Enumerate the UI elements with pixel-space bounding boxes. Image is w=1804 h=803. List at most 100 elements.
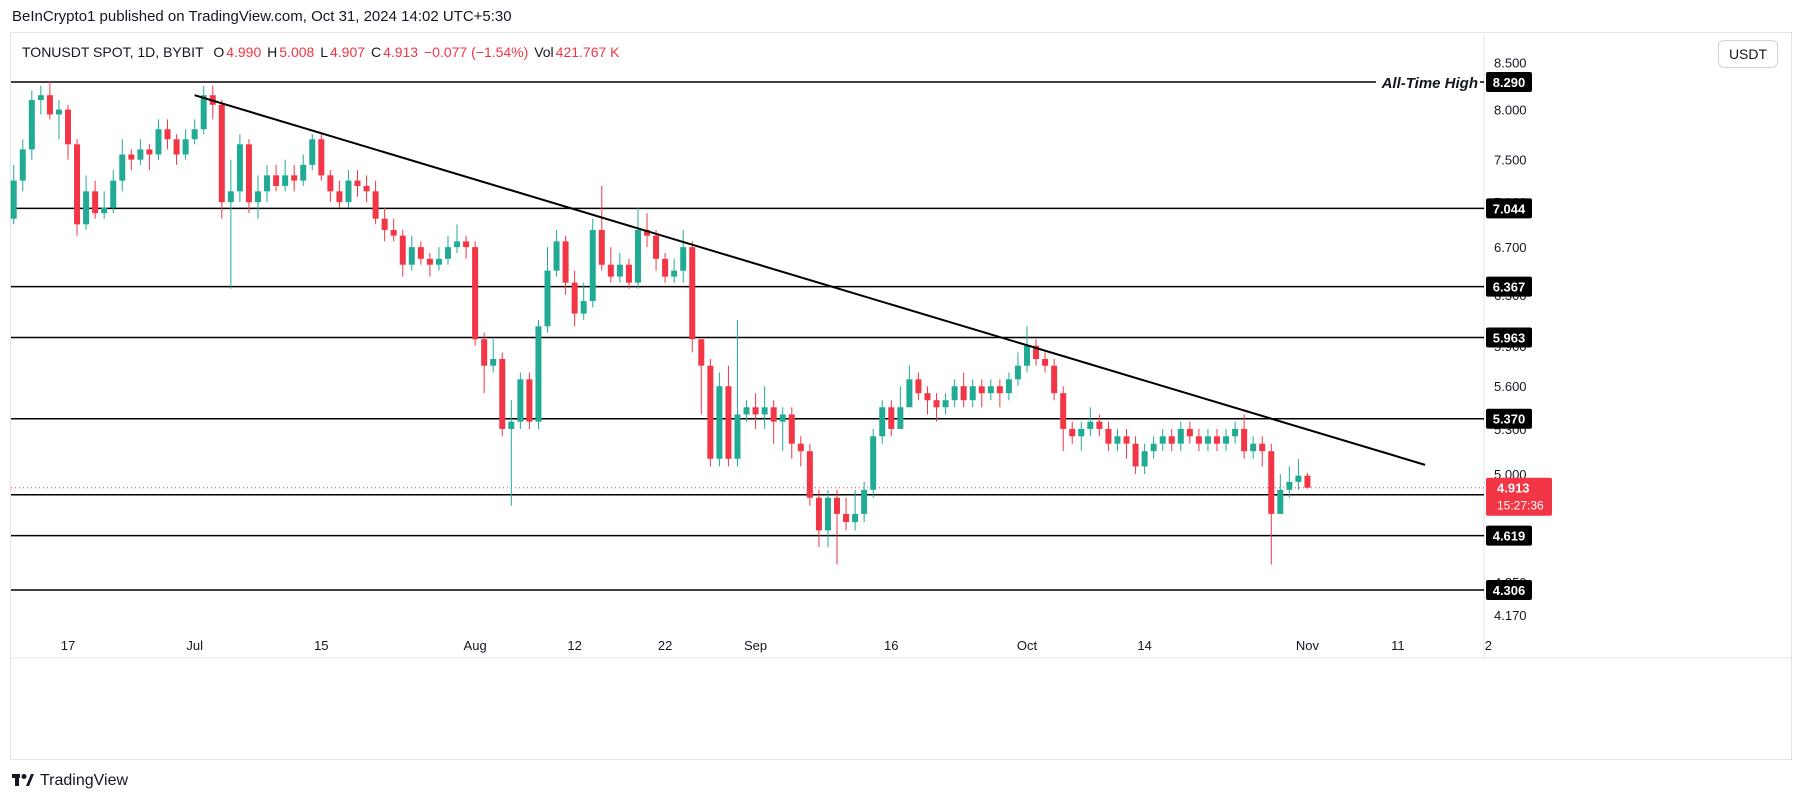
candle-body[interactable] [915, 379, 922, 394]
candle-body[interactable] [969, 386, 976, 401]
candle-body[interactable] [282, 175, 289, 186]
candle-body[interactable] [444, 247, 451, 259]
candle-body[interactable] [37, 95, 44, 100]
candle-body[interactable] [146, 149, 153, 155]
candle-body[interactable] [1295, 475, 1302, 482]
candle-body[interactable] [1195, 436, 1202, 444]
candle-body[interactable] [182, 139, 189, 155]
candle-body[interactable] [517, 379, 524, 422]
candle-body[interactable] [1286, 481, 1293, 490]
candle-body[interactable] [318, 139, 325, 176]
candle-body[interactable] [707, 365, 714, 459]
candle-body[interactable] [137, 149, 144, 160]
candle-body[interactable] [1105, 428, 1112, 444]
candle-body[interactable] [128, 154, 135, 160]
candle-body[interactable] [245, 144, 252, 203]
candle-body[interactable] [426, 258, 433, 265]
candle-body[interactable] [1304, 475, 1311, 488]
candle-body[interactable] [1168, 436, 1175, 444]
candle-body[interactable] [155, 129, 162, 155]
candle-body[interactable] [725, 386, 732, 459]
candle-body[interactable] [273, 175, 280, 186]
candle-body[interactable] [1123, 436, 1130, 444]
candle-body[interactable] [345, 180, 352, 203]
candle-body[interactable] [164, 129, 171, 140]
candle-body[interactable] [1177, 428, 1184, 444]
candle-body[interactable] [119, 154, 126, 181]
candle-body[interactable] [472, 247, 479, 340]
candle-body[interactable] [770, 407, 777, 422]
candle-body[interactable] [173, 139, 180, 155]
candle-body[interactable] [698, 339, 705, 366]
candle-body[interactable] [19, 149, 26, 181]
candle-body[interactable] [761, 407, 768, 415]
candle-body[interactable] [28, 99, 35, 150]
candle-body[interactable] [752, 407, 759, 415]
candle-body[interactable] [1223, 436, 1230, 444]
candle-body[interactable] [960, 386, 967, 401]
candle-body[interactable] [879, 407, 886, 437]
candle-body[interactable] [46, 95, 53, 115]
candle-body[interactable] [264, 175, 271, 192]
candle-body[interactable] [634, 229, 641, 283]
candle-body[interactable] [978, 386, 985, 394]
candle-body[interactable] [644, 229, 651, 236]
candle-body[interactable] [1042, 359, 1049, 366]
candle-body[interactable] [779, 414, 786, 422]
candle-body[interactable] [1096, 421, 1103, 429]
candle-body[interactable] [236, 144, 243, 192]
currency-button[interactable]: USDT [1718, 40, 1778, 68]
tradingview-logo[interactable]: TradingView [12, 772, 128, 790]
candle-body[interactable] [354, 180, 361, 186]
candle-body[interactable] [1114, 436, 1121, 444]
candle-body[interactable] [788, 414, 795, 444]
candle-body[interactable] [83, 191, 90, 225]
candle-body[interactable] [743, 407, 750, 415]
candle-body[interactable] [553, 241, 560, 271]
candle-body[interactable] [390, 229, 397, 236]
candle-body[interactable] [1060, 393, 1067, 429]
candle-body[interactable] [580, 301, 587, 314]
candle-body[interactable] [1186, 428, 1193, 437]
candle-body[interactable] [1087, 421, 1094, 429]
candle-body[interactable] [1268, 451, 1275, 514]
candle-body[interactable] [544, 270, 551, 327]
candle-body[interactable] [1159, 436, 1166, 444]
candle-body[interactable] [806, 451, 813, 498]
candle-body[interactable] [716, 386, 723, 459]
candle-body[interactable] [625, 264, 632, 283]
candle-body[interactable] [1213, 436, 1220, 444]
candle-body[interactable] [815, 497, 822, 531]
candle-body[interactable] [101, 207, 108, 214]
candle-body[interactable] [399, 235, 406, 265]
candle-body[interactable] [598, 229, 605, 265]
candle-body[interactable] [65, 109, 71, 145]
candle-body[interactable] [300, 164, 307, 181]
candle-body[interactable] [951, 386, 958, 401]
candle-body[interactable] [906, 379, 913, 408]
candle-body[interactable] [734, 414, 741, 459]
candle-body[interactable] [1078, 428, 1085, 437]
candle-body[interactable] [1141, 451, 1148, 467]
candle-body[interactable] [417, 247, 424, 259]
candle-body[interactable] [571, 282, 578, 314]
candle-body[interactable] [254, 191, 261, 203]
candle-body[interactable] [897, 407, 904, 429]
candle-body[interactable] [797, 443, 804, 452]
candle-body[interactable] [653, 235, 660, 259]
candle-body[interactable] [843, 513, 850, 523]
candle-body[interactable] [481, 339, 488, 366]
candle-body[interactable] [1204, 436, 1211, 444]
candle-body[interactable] [1259, 443, 1266, 452]
candle-body[interactable] [408, 247, 415, 265]
candle-body[interactable] [435, 258, 442, 265]
candle-body[interactable] [616, 264, 623, 277]
candle-body[interactable] [996, 386, 1003, 394]
candle-body[interactable] [74, 144, 81, 225]
candle-body[interactable] [490, 359, 497, 366]
candle-body[interactable] [689, 247, 696, 340]
candle-body[interactable] [562, 241, 569, 283]
candle-body[interactable] [1232, 428, 1239, 437]
candle-body[interactable] [933, 400, 940, 408]
